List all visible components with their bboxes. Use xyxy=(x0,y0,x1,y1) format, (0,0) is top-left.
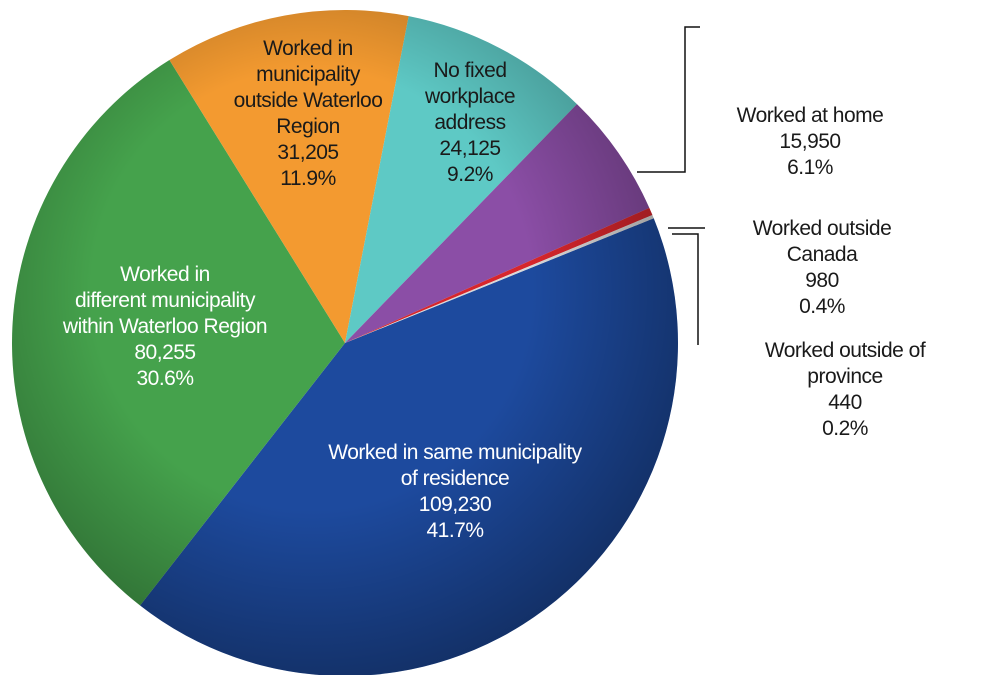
slice-label: Worked in municipality outside Waterloo … xyxy=(234,36,383,192)
slice-label: Worked in different municipality within … xyxy=(62,262,268,392)
category-label: No fixed workplace address xyxy=(424,59,516,134)
value-label: 980 xyxy=(805,269,839,292)
slice-label: No fixed workplace address 24,125 9.2% xyxy=(424,58,516,188)
value-label: 31,205 xyxy=(277,141,339,164)
value-label: 109,230 xyxy=(418,493,492,516)
percent-label: 41.7% xyxy=(426,519,484,542)
category-label: Worked at home xyxy=(736,104,884,127)
category-label: Worked in municipality outside Waterloo … xyxy=(233,37,383,138)
category-label: Worked outside Canada xyxy=(752,217,892,266)
percent-label: 0.4% xyxy=(799,295,845,318)
percent-label: 6.1% xyxy=(787,156,833,179)
slice-label: Worked at home 15,950 6.1% xyxy=(737,103,884,181)
category-label: Worked in same municipality of residence xyxy=(328,441,582,490)
category-label: Worked in different municipality within … xyxy=(62,263,268,338)
slice-label: Worked outside of province 440 0.2% xyxy=(765,338,926,442)
percent-label: 9.2% xyxy=(447,163,493,186)
value-label: 15,950 xyxy=(779,130,841,153)
shading xyxy=(12,10,678,675)
value-label: 80,255 xyxy=(134,341,196,364)
leader-line xyxy=(637,26,700,173)
value-label: 24,125 xyxy=(439,137,501,160)
value-label: 440 xyxy=(828,391,862,414)
percent-label: 30.6% xyxy=(136,367,194,390)
slice-label: Worked in same municipality of residence… xyxy=(328,440,582,544)
percent-label: 0.2% xyxy=(822,417,868,440)
slice-label: Worked outside Canada 980 0.4% xyxy=(730,216,914,320)
leader-line xyxy=(672,233,699,345)
category-label: Worked outside of province xyxy=(764,339,926,388)
percent-label: 11.9% xyxy=(280,167,336,190)
